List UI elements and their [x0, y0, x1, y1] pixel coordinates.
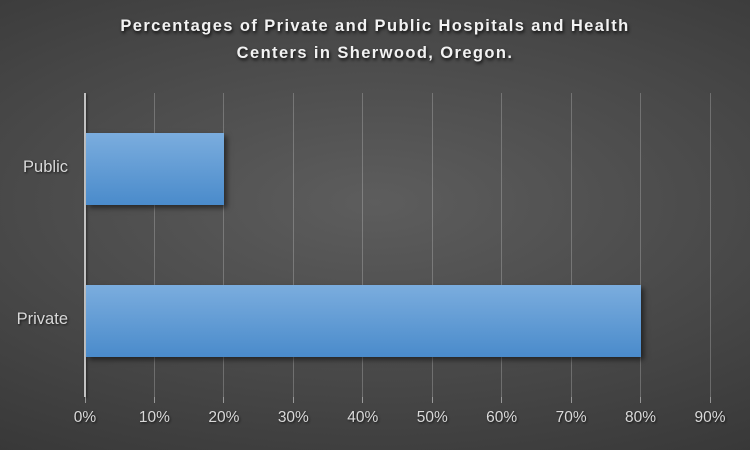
x-tick-label: 90%: [694, 409, 726, 426]
x-tick-label: 80%: [625, 409, 657, 426]
chart-title: Percentages of Private and Public Hospit…: [0, 13, 750, 67]
gridline: [431, 93, 433, 397]
gridline: [570, 93, 572, 397]
bar-private: [86, 285, 641, 357]
gridline: [501, 93, 503, 397]
tick-mark: [153, 397, 155, 403]
x-tick-label: 70%: [555, 409, 587, 426]
gridline: [362, 93, 364, 397]
category-label-public: Public: [23, 158, 68, 176]
gridline: [292, 93, 294, 397]
gridline: [153, 93, 155, 397]
x-tick-label: 0%: [73, 409, 97, 426]
x-tick-label: 10%: [138, 409, 170, 426]
x-tick-label: 20%: [208, 409, 240, 426]
x-tick-label: 30%: [277, 409, 309, 426]
x-tick-label: 60%: [486, 409, 518, 426]
tick-mark: [362, 397, 364, 403]
x-tick-label: 40%: [347, 409, 379, 426]
tick-mark: [292, 397, 294, 403]
bar-public: [86, 133, 224, 205]
tick-mark: [570, 397, 572, 403]
x-tick-label: 50%: [416, 409, 448, 426]
chart-title-line-1: Percentages of Private and Public Hospit…: [120, 17, 630, 35]
tick-mark: [84, 397, 86, 403]
tick-mark: [223, 397, 225, 403]
gridline: [709, 93, 711, 397]
tick-mark: [501, 397, 503, 403]
tick-mark: [709, 397, 711, 403]
y-axis-line: [84, 93, 86, 397]
tick-mark: [431, 397, 433, 403]
category-label-private: Private: [16, 310, 68, 328]
chart-title-line-2: Centers in Sherwood, Oregon.: [236, 44, 514, 62]
tick-mark: [640, 397, 642, 403]
gridline: [640, 93, 642, 397]
gridline: [223, 93, 225, 397]
